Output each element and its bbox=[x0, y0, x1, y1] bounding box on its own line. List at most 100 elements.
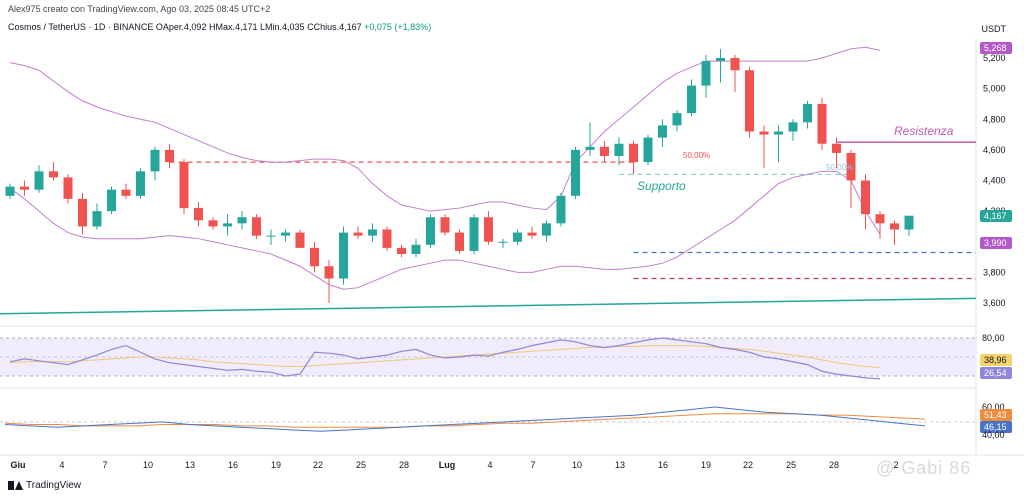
tradingview-logo-text: TradingView bbox=[26, 480, 82, 491]
candle-body bbox=[310, 247, 319, 267]
price-tick-label: 3,600 bbox=[983, 298, 1006, 308]
candle-body bbox=[687, 85, 696, 114]
candle-body bbox=[49, 171, 58, 178]
macd-slow-tag bbox=[980, 409, 1012, 421]
tradingview-logo-icon bbox=[8, 481, 23, 490]
time-tick-label: Giu bbox=[11, 460, 26, 470]
support-label: Supporto bbox=[637, 179, 686, 193]
candle-body bbox=[136, 171, 145, 196]
candle-body bbox=[121, 189, 131, 196]
high-value: Max.4,171 bbox=[215, 22, 258, 32]
ohlc-legend: Cosmos / TetherUS · 1D · BINANCE OAper.4… bbox=[8, 22, 431, 32]
close-value: Chius.4,167 bbox=[313, 22, 362, 32]
candle-body bbox=[78, 198, 87, 227]
rsi-ma-value: 38,96 bbox=[984, 355, 1007, 365]
resistance-label: Resistenza bbox=[894, 124, 954, 138]
lower-band-tag bbox=[980, 237, 1012, 249]
time-tick-label: 10 bbox=[143, 460, 153, 470]
upper-band-value: 5,268 bbox=[984, 43, 1007, 53]
candle-body bbox=[527, 232, 537, 236]
time-tick-label: 16 bbox=[228, 460, 238, 470]
candle-body bbox=[658, 125, 667, 138]
time-tick-label: 28 bbox=[829, 460, 839, 470]
candle-body bbox=[237, 217, 247, 224]
candle-body bbox=[745, 70, 754, 132]
candle-body bbox=[324, 266, 334, 279]
change-value: +0,075 (+1,83%) bbox=[364, 22, 432, 32]
currency-label: USDT bbox=[981, 24, 1007, 34]
candle-body bbox=[672, 113, 682, 126]
candle-body bbox=[585, 146, 595, 150]
candle-body bbox=[701, 61, 711, 86]
candle-body bbox=[513, 232, 522, 242]
time-tick-label: 4 bbox=[487, 460, 492, 470]
rsi-tag bbox=[980, 367, 1012, 379]
rsi-ma-line bbox=[9, 345, 881, 368]
macd-slow-value: 51,43 bbox=[984, 410, 1007, 420]
candle-body bbox=[875, 214, 885, 224]
candle-body bbox=[295, 232, 305, 248]
low-value: Min.4,035 bbox=[265, 22, 305, 32]
candle-body bbox=[846, 152, 856, 181]
candle-body bbox=[455, 232, 464, 251]
candle-body bbox=[252, 217, 261, 236]
candle-body bbox=[5, 186, 15, 196]
time-tick-label: 13 bbox=[615, 460, 625, 470]
close-label: C bbox=[307, 22, 314, 32]
upper-band-tag bbox=[980, 42, 1012, 54]
support-trendline bbox=[0, 297, 977, 315]
time-tick-label: 16 bbox=[658, 460, 668, 470]
candle-body bbox=[774, 131, 783, 135]
rsi-line bbox=[9, 337, 881, 380]
candle-body bbox=[353, 232, 363, 236]
candle-body bbox=[281, 232, 290, 236]
candle-body bbox=[92, 211, 102, 227]
candle-body bbox=[556, 195, 566, 224]
candle-body bbox=[788, 122, 798, 132]
candle-body bbox=[426, 217, 435, 245]
time-tick-label: 22 bbox=[743, 460, 753, 470]
candle-body bbox=[165, 149, 174, 163]
candle-body bbox=[339, 232, 348, 279]
price-tick-label: 4,800 bbox=[983, 114, 1006, 124]
price-tick-label: 5,000 bbox=[983, 84, 1006, 94]
macd-slow-line bbox=[4, 413, 926, 428]
open-label: O bbox=[155, 22, 163, 32]
fib-label-2: 50,00% bbox=[826, 163, 853, 172]
candle-body bbox=[571, 149, 580, 196]
candle-body bbox=[469, 217, 479, 251]
time-tick-label: 28 bbox=[399, 460, 409, 470]
last-price-tag bbox=[980, 210, 1012, 222]
time-tick-label: 4 bbox=[59, 460, 64, 470]
candle-body bbox=[890, 223, 899, 230]
open-value: Aper.4,092 bbox=[162, 22, 207, 32]
bollinger-lower-band bbox=[9, 170, 881, 290]
symbol-title[interactable]: Cosmos / TetherUS · 1D · BINANCE bbox=[8, 22, 154, 32]
macd-fast-line bbox=[4, 406, 926, 432]
candle-body bbox=[20, 186, 29, 190]
time-tick-label: 19 bbox=[271, 460, 281, 470]
high-label: H bbox=[208, 22, 216, 32]
fib-label-1: 50,00% bbox=[683, 151, 710, 160]
candle-body bbox=[904, 215, 914, 230]
candle-body bbox=[194, 208, 203, 221]
price-tick-label: 4,600 bbox=[983, 145, 1006, 155]
low-label: L bbox=[260, 22, 266, 32]
price-tick-label: 4,400 bbox=[983, 176, 1006, 186]
time-tick-label: 13 bbox=[185, 460, 195, 470]
time-tick-label: 25 bbox=[356, 460, 366, 470]
tradingview-logo[interactable]: TradingView bbox=[8, 480, 81, 491]
candle-body bbox=[382, 229, 392, 248]
candle-body bbox=[861, 180, 870, 215]
candle-body bbox=[440, 217, 450, 233]
candle-body bbox=[411, 244, 421, 254]
candle-body bbox=[208, 220, 218, 227]
candle-body bbox=[629, 143, 638, 163]
rsi-ma-tag bbox=[980, 354, 1012, 366]
candle-body bbox=[63, 177, 73, 199]
candle-body bbox=[817, 103, 827, 144]
time-tick-label: Lug bbox=[439, 460, 456, 470]
macd-tick-60: 60,00 bbox=[982, 402, 1005, 412]
time-tick-label: 22 bbox=[313, 460, 323, 470]
